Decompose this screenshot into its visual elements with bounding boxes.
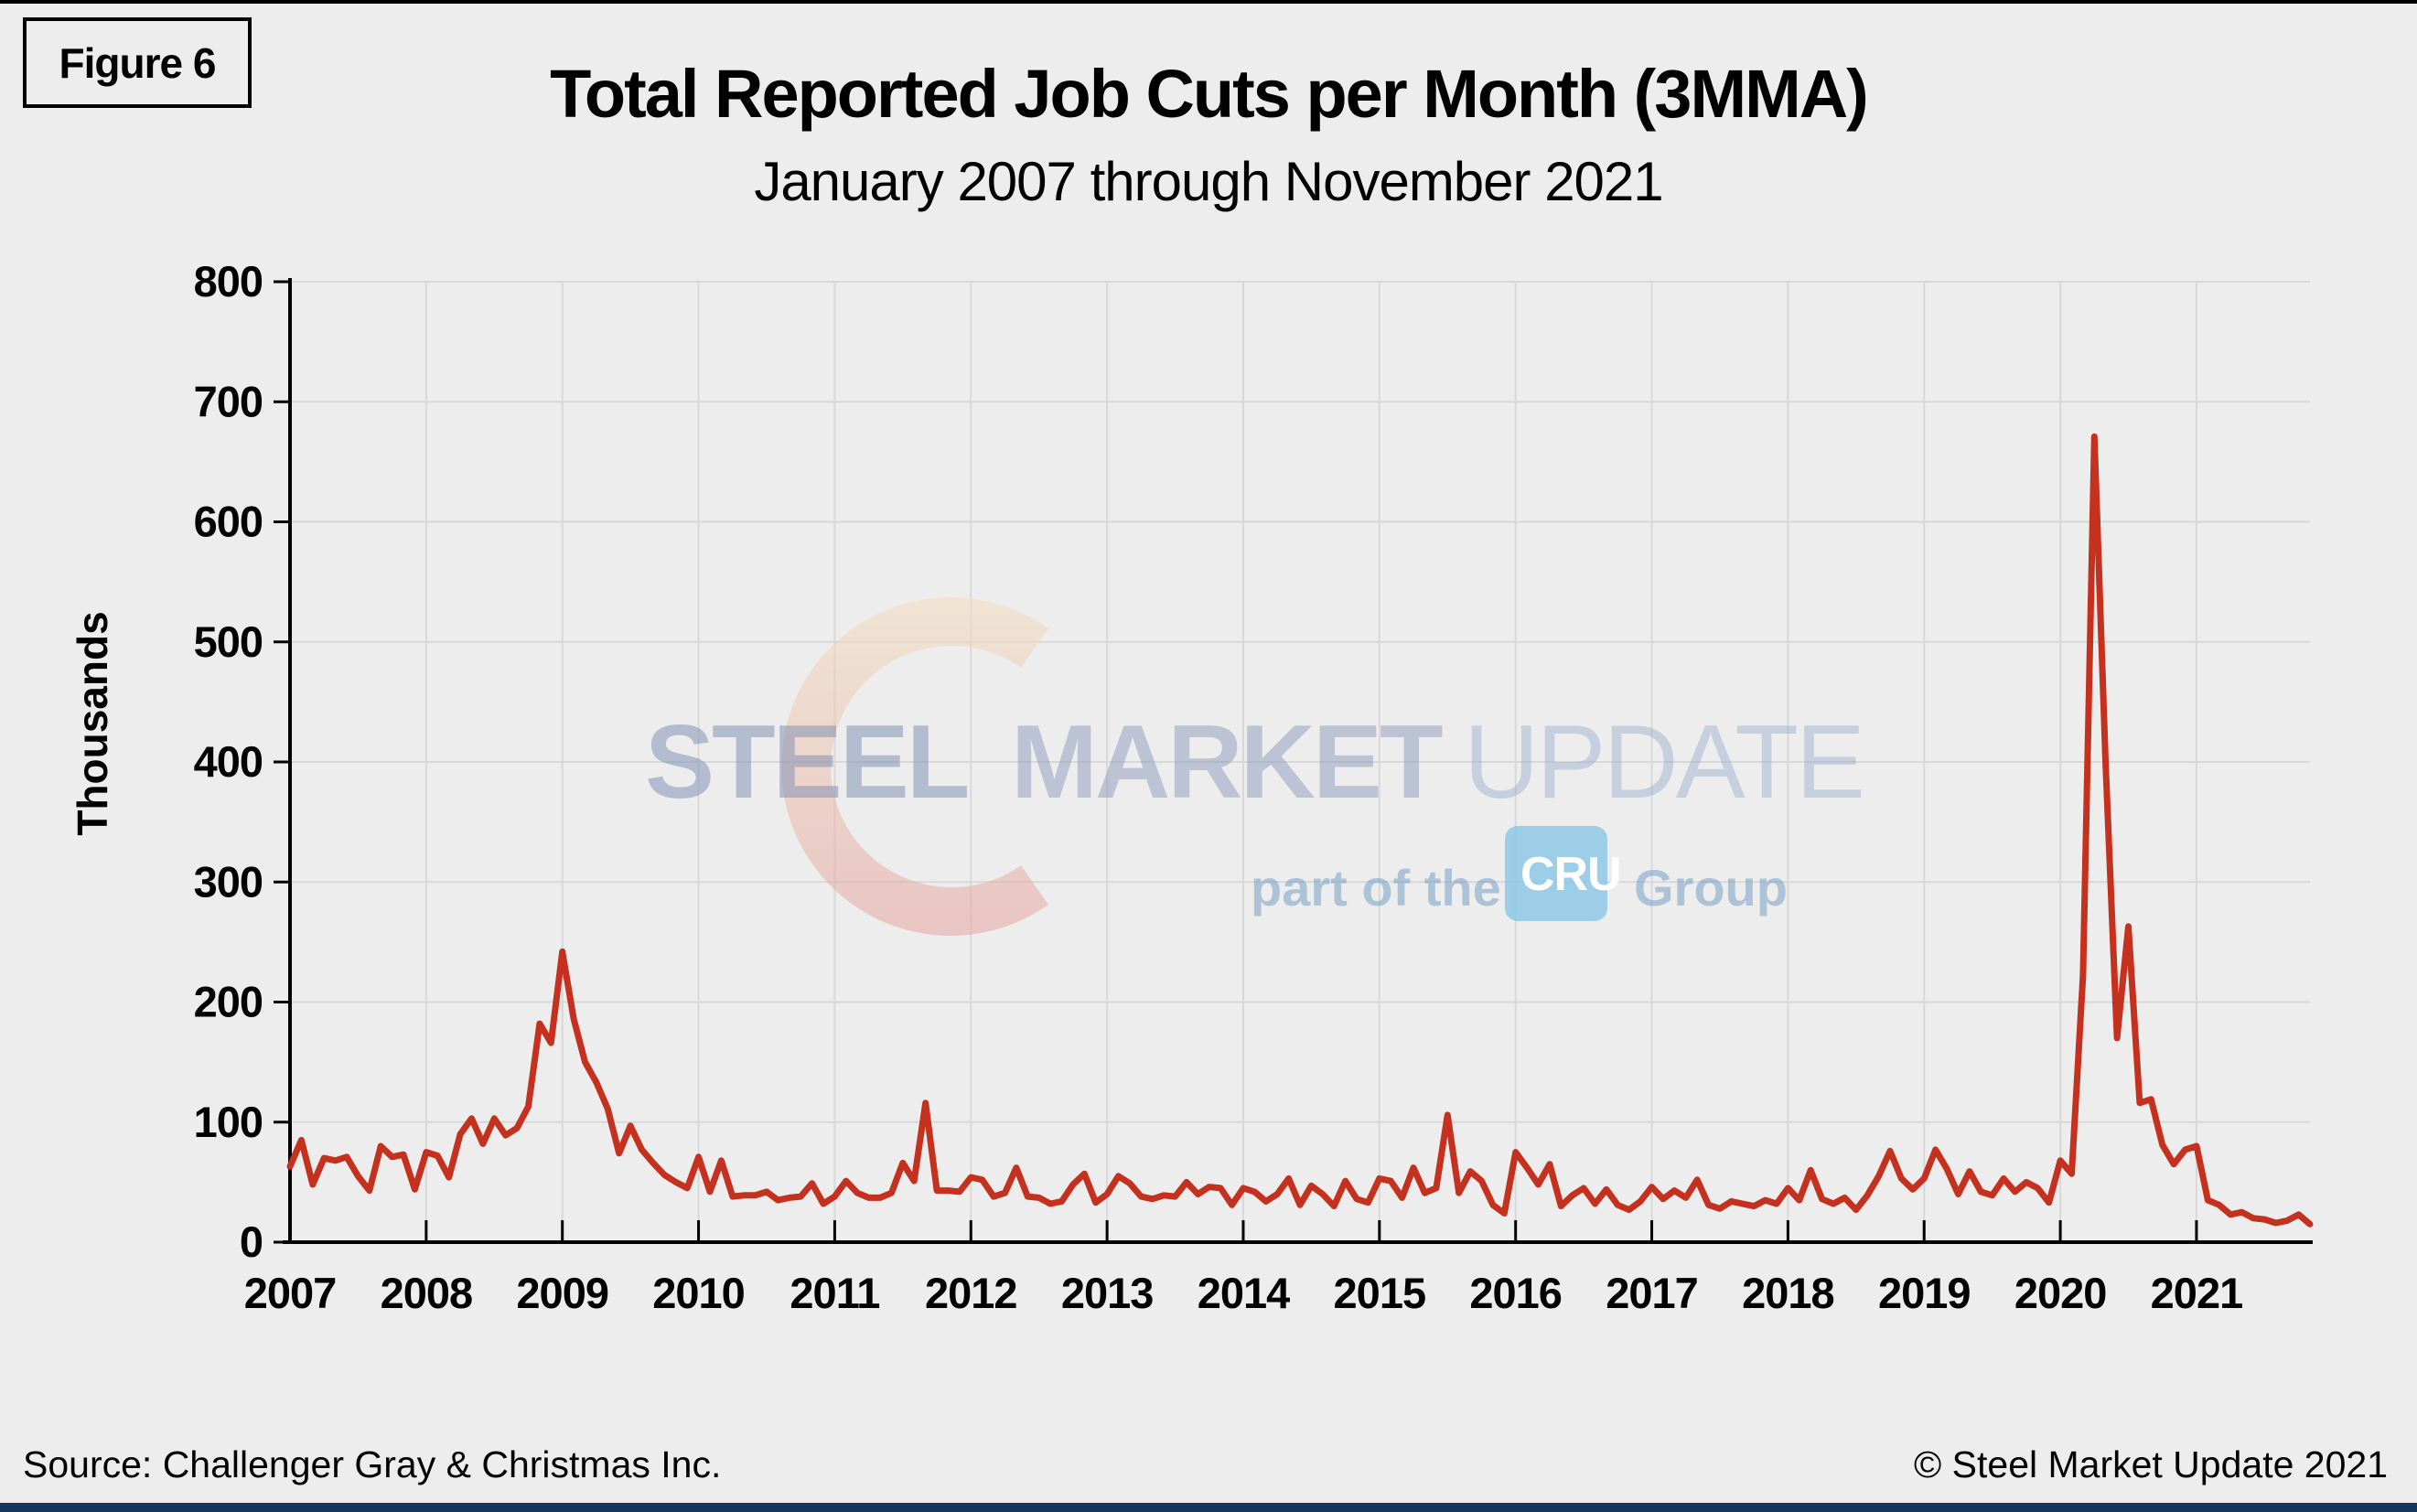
cru-logo-text: CRU: [1520, 848, 1621, 901]
gridlines-group: [290, 281, 2310, 1242]
y-tick-label: 400: [194, 737, 263, 786]
smu-watermark: STEEL MARKET UPDATE part of the CRU Grou…: [645, 597, 1865, 936]
x-tick-label: 2010: [652, 1269, 745, 1317]
chart-subtitle: January 2007 through November 2021: [754, 151, 1663, 212]
y-tick-label: 500: [194, 617, 263, 666]
figure-label: Figure 6: [59, 38, 217, 87]
x-tick-label: 2020: [2014, 1269, 2107, 1317]
y-tick-label: 100: [194, 1098, 263, 1146]
cru-logo-box: [1505, 826, 1607, 921]
watermark-word-market: MARKET: [1011, 704, 1443, 820]
y-tick-label: 300: [194, 857, 263, 906]
x-tick-label: 2009: [516, 1269, 608, 1317]
x-tick-label: 2012: [925, 1269, 1017, 1317]
top-border-rule: [0, 0, 2417, 4]
x-tick-label: 2011: [790, 1269, 879, 1317]
x-tick-label: 2021: [2151, 1269, 2243, 1317]
x-tick-label: 2014: [1198, 1269, 1290, 1317]
x-tick-label: 2016: [1469, 1269, 1562, 1317]
bottom-accent-bar: [0, 1503, 2417, 1512]
smu-logo-crescent-icon: [781, 597, 1048, 936]
x-tick-label: 2015: [1334, 1269, 1426, 1317]
figure-label-box: Figure 6: [23, 17, 252, 108]
watermark-tagline-prefix: part of the: [1251, 859, 1501, 917]
watermark-word-update: UPDATE: [1464, 704, 1863, 820]
copyright-note: © Steel Market Update 2021: [1914, 1443, 2388, 1485]
x-tick-label: 2017: [1606, 1269, 1698, 1317]
y-tick-label: 0: [240, 1217, 263, 1266]
source-note: Source: Challenger Gray & Christmas Inc.: [23, 1443, 722, 1485]
x-tick-label: 2008: [381, 1269, 473, 1317]
watermark-tagline-suffix: Group: [1634, 859, 1788, 917]
x-tick-label: 2007: [244, 1269, 337, 1317]
y-tick-label: 200: [194, 978, 263, 1026]
jobcuts-line-series: [286, 433, 2314, 1228]
chart-title: Total Reported Job Cuts per Month (3MMA): [550, 56, 1869, 132]
x-tick-label: 2019: [1878, 1269, 1971, 1317]
y-tick-label: 800: [194, 257, 263, 306]
y-tick-label: 700: [194, 377, 263, 425]
x-tick-label: 2018: [1742, 1269, 1834, 1317]
y-axis-labels-group: 0 100 200 300 400 500 600 700 800: [194, 257, 263, 1266]
x-tick-label: 2013: [1061, 1269, 1154, 1317]
y-tick-label: 600: [194, 498, 263, 546]
watermark-word-steel: STEEL: [645, 704, 968, 820]
x-axis-labels-group: 2007 2008 2009 2010 2011 2012 2013 2014 2015 2016…: [244, 1269, 2244, 1317]
